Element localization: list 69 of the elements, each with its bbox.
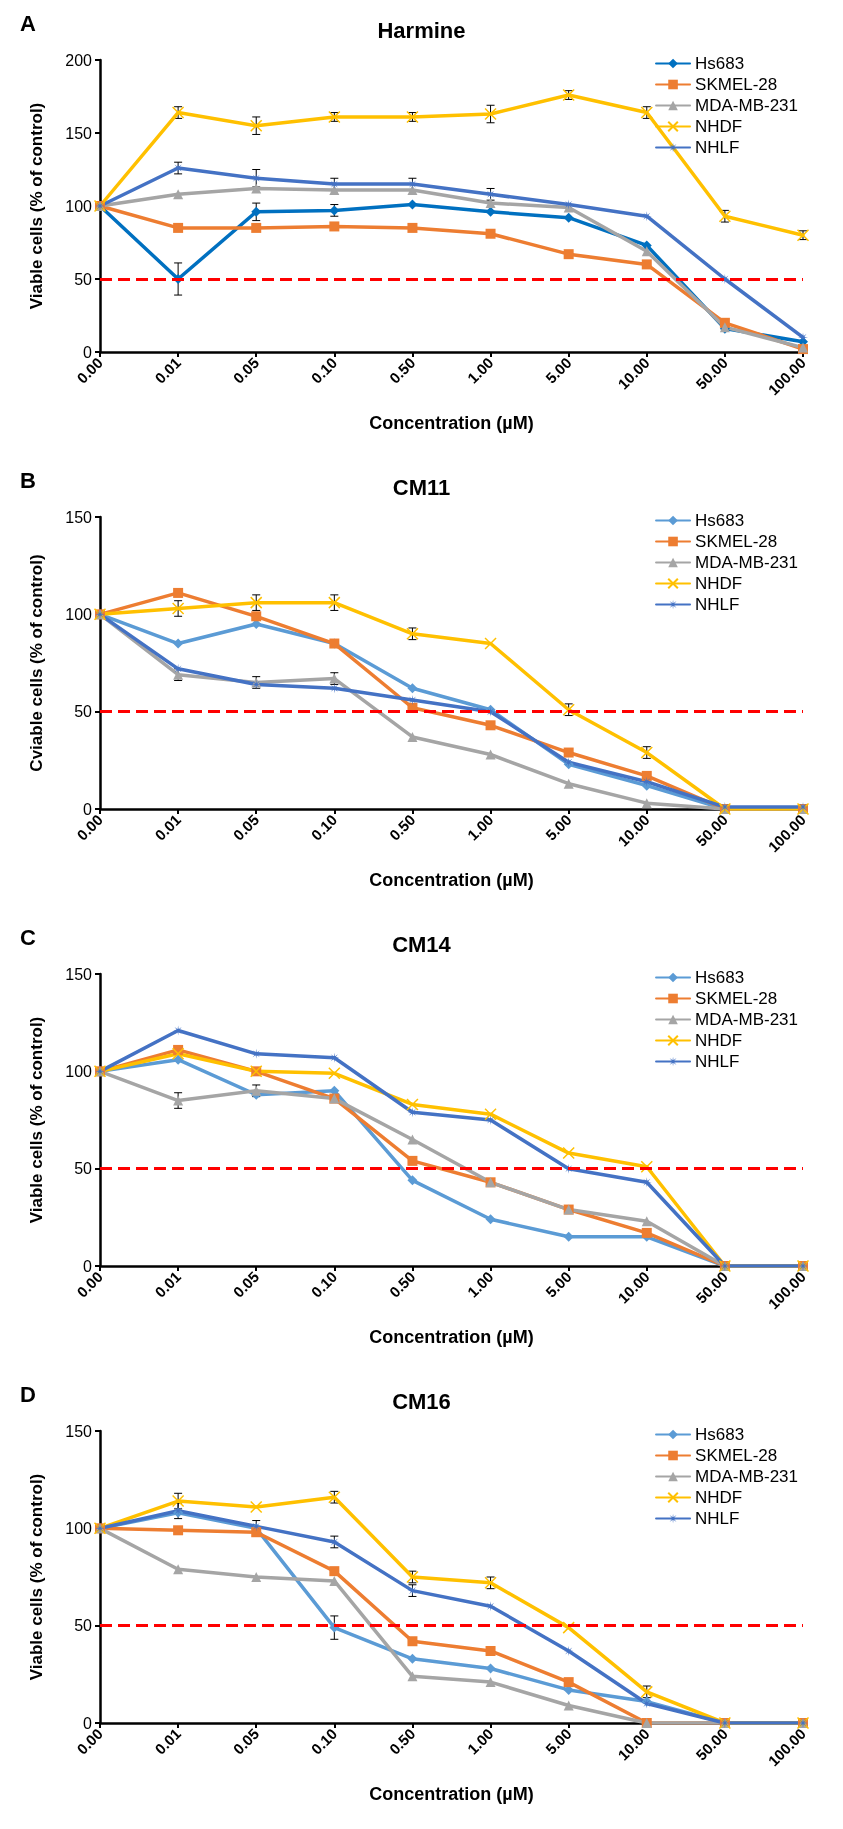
y-tick-label: 0 [83, 800, 93, 818]
chart-title: CM11 [392, 474, 451, 500]
legend-label: NHDF [695, 574, 743, 593]
y-axis-title: Viable cells (% of control) [27, 1473, 46, 1681]
x-tick-label: 0.01 [151, 1724, 185, 1758]
y-tick-label: 100 [65, 197, 93, 215]
chart-title: Harmine [377, 17, 466, 43]
y-tick-label: 100 [65, 605, 93, 623]
legend-label: Hs683 [695, 54, 745, 73]
x-tick-label: 0.50 [385, 810, 419, 844]
x-tick-label: 0.50 [385, 1267, 419, 1301]
y-axis-title: Viable cells (% of control) [27, 102, 46, 310]
legend-label: SKMEL-28 [695, 989, 778, 1008]
legend-label: MDA-MB-231 [695, 1010, 799, 1029]
legend-label: NHDF [695, 1488, 743, 1507]
x-tick-label: 0.01 [151, 1267, 185, 1301]
x-tick-label: 0.10 [307, 1724, 341, 1758]
text: D [20, 1381, 36, 1407]
legend-label: MDA-MB-231 [695, 1467, 799, 1486]
x-tick-label: 0.50 [385, 353, 419, 387]
legend-label: NHLF [695, 595, 740, 614]
x-tick-label: 5.00 [542, 1724, 575, 1758]
legend-label: SKMEL-28 [695, 1446, 778, 1465]
y-tick-label: 200 [65, 51, 93, 69]
y-tick-label: 0 [83, 1714, 93, 1732]
legend-label: NHLF [695, 138, 740, 157]
x-tick-label: 0.01 [151, 810, 185, 844]
legend-label: MDA-MB-231 [695, 96, 799, 115]
x-axis-title: Concentration (µM) [369, 1327, 534, 1347]
y-tick-label: 150 [65, 965, 93, 983]
y-tick-label: 150 [65, 124, 93, 142]
x-tick-label: 0.10 [307, 353, 341, 387]
x-tick-label: 5.00 [542, 353, 575, 387]
x-axis-title: Concentration (µM) [369, 870, 534, 890]
text: A [20, 10, 36, 36]
y-tick-label: 0 [83, 1257, 93, 1275]
y-tick-label: 100 [65, 1519, 93, 1537]
y-tick-label: 50 [74, 270, 93, 288]
x-tick-label: 0.01 [151, 353, 185, 387]
text: B [20, 467, 36, 493]
y-tick-label: 150 [65, 508, 93, 526]
x-tick-label: 0.50 [385, 1724, 419, 1758]
y-axis-title: Cviable cells (% of control) [27, 554, 46, 772]
y-tick-label: 0 [83, 343, 93, 361]
y-axis-title: Viable cells (% of control) [27, 1016, 46, 1224]
x-tick-label: 5.00 [542, 810, 575, 844]
legend-label: NHDF [695, 1031, 743, 1050]
y-tick-label: 50 [74, 703, 93, 721]
legend-label: SKMEL-28 [695, 532, 778, 551]
x-tick-label: 5.00 [542, 1267, 575, 1301]
x-axis-title: Concentration (µM) [369, 1784, 534, 1804]
legend-label: NHLF [695, 1052, 740, 1071]
y-tick-label: 50 [74, 1617, 93, 1635]
legend-label: Hs683 [695, 1425, 745, 1444]
legend-label: NHLF [695, 1509, 740, 1528]
text: C [20, 924, 36, 950]
legend-label: NHDF [695, 117, 743, 136]
legend-label: Hs683 [695, 511, 745, 530]
x-tick-label: 0.10 [307, 810, 341, 844]
y-tick-label: 150 [65, 1422, 93, 1440]
y-tick-label: 100 [65, 1062, 93, 1080]
chart-title: CM14 [392, 931, 452, 957]
x-axis-title: Concentration (µM) [369, 413, 534, 433]
legend-label: Hs683 [695, 968, 745, 987]
legend-label: SKMEL-28 [695, 75, 778, 94]
chart-title: CM16 [392, 1388, 451, 1414]
y-tick-label: 50 [74, 1160, 93, 1178]
x-tick-label: 0.10 [307, 1267, 341, 1301]
legend-label: MDA-MB-231 [695, 553, 799, 572]
